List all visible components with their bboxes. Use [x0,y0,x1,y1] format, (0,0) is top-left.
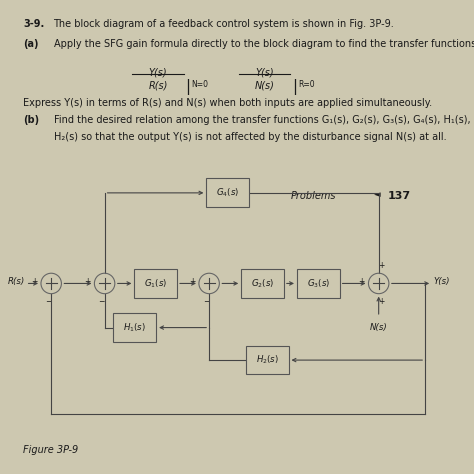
Text: Y(s): Y(s) [433,277,450,286]
Text: Y(s): Y(s) [255,67,274,77]
FancyBboxPatch shape [206,179,249,207]
Text: Problems: Problems [291,191,336,201]
Text: $G_2(s)$: $G_2(s)$ [251,277,274,290]
Text: $G_4(s)$: $G_4(s)$ [216,187,239,199]
Text: N(s): N(s) [370,323,388,332]
Text: ◄: ◄ [374,191,381,200]
Text: $G_1(s)$: $G_1(s)$ [144,277,167,290]
Text: $H_1(s)$: $H_1(s)$ [123,321,146,334]
Text: +: + [189,277,195,286]
Text: +: + [31,277,37,286]
Text: Find the desired relation among the transfer functions G₁(s), G₂(s), G₃(s), G₄(s: Find the desired relation among the tran… [54,115,474,125]
Text: H₂(s) so that the output Y(s) is not affected by the disturbance signal N(s) at : H₂(s) so that the output Y(s) is not aff… [54,132,446,142]
Text: −: − [99,297,105,306]
FancyBboxPatch shape [134,269,177,298]
Text: Apply the SFG gain formula directly to the block diagram to find the transfer fu: Apply the SFG gain formula directly to t… [54,39,474,49]
FancyBboxPatch shape [241,269,284,298]
Text: Figure 3P-9: Figure 3P-9 [23,446,79,456]
Text: −: − [45,297,52,306]
Text: Y(s): Y(s) [149,67,167,77]
Text: $H_2(s)$: $H_2(s)$ [255,354,279,366]
Text: N(s): N(s) [255,81,275,91]
Text: +: + [378,261,385,270]
Text: (a): (a) [23,39,39,49]
Text: $|$: $|$ [292,77,297,97]
Text: +: + [84,277,91,286]
Text: 3-9.: 3-9. [23,18,45,28]
Text: R(s): R(s) [148,81,168,91]
Text: $|$: $|$ [185,77,190,97]
Text: −: − [203,297,210,306]
Text: (b): (b) [23,115,39,125]
Text: The block diagram of a feedback control system is shown in Fig. 3P-9.: The block diagram of a feedback control … [54,18,394,28]
FancyBboxPatch shape [113,313,156,342]
FancyBboxPatch shape [297,269,340,298]
Text: 137: 137 [388,191,411,201]
Text: Express Y(s) in terms of R(s) and N(s) when both inputs are applied simultaneous: Express Y(s) in terms of R(s) and N(s) w… [23,98,432,108]
Text: R(s): R(s) [8,277,25,286]
Text: N=0: N=0 [191,80,209,89]
Text: $G_3(s)$: $G_3(s)$ [307,277,330,290]
Text: +: + [358,277,365,286]
Text: +: + [378,297,385,306]
Text: R=0: R=0 [298,80,315,89]
FancyBboxPatch shape [246,346,289,374]
